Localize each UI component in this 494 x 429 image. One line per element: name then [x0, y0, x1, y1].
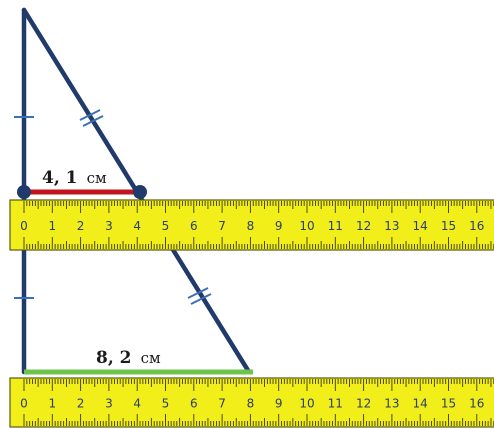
ruler-tick-label: 11	[328, 219, 343, 233]
segment-end-point	[133, 185, 147, 199]
short-measurement-unit: см	[87, 169, 107, 187]
equal-mark-slanted-lower	[187, 287, 212, 305]
ruler-body	[9, 377, 494, 428]
ruler-tick-label: 5	[162, 397, 170, 411]
ruler-tick-label: 12	[356, 219, 371, 233]
ruler-tick-label: 15	[441, 219, 456, 233]
ruler-tick-label: 1	[48, 219, 56, 233]
ruler-tick-label: 11	[328, 397, 343, 411]
ruler-tick-label: 7	[218, 219, 226, 233]
bottom-ruler: 0 1 2 3 4 5 6 7 8 9 10 11 12 13 14 15 16	[9, 377, 494, 428]
ruler-tick-label: 2	[77, 397, 85, 411]
long-measurement-label: 8, 2 см	[96, 348, 161, 368]
ruler-tick-label: 14	[413, 397, 428, 411]
short-measurement-label: 4, 1 см	[42, 168, 107, 188]
ruler-tick-label: 3	[105, 397, 113, 411]
ruler-tick-label: 12	[356, 397, 371, 411]
ruler-tick-label: 6	[190, 397, 198, 411]
ruler-tick-label: 16	[469, 397, 484, 411]
segment-start-point	[17, 185, 31, 199]
ruler-tick-label: 1	[48, 397, 56, 411]
long-measurement-value: 8, 2	[96, 348, 132, 368]
ruler-tick-label: 5	[162, 219, 170, 233]
top-ruler: 0 1 2 3 4 5 6 7 8 9 10 11 12 13 14 15 16	[9, 199, 494, 251]
ruler-tick-label: 15	[441, 397, 456, 411]
ruler-tick-label: 9	[275, 397, 283, 411]
ruler-tick-label: 9	[275, 219, 283, 233]
ruler-tick-label: 10	[299, 397, 314, 411]
long-measurement-unit: см	[141, 349, 161, 367]
short-measurement-value: 4, 1	[42, 168, 78, 188]
ruler-tick-label: 13	[384, 219, 399, 233]
equal-mark-slanted-upper	[79, 109, 104, 127]
ruler-tick-label: 13	[384, 397, 399, 411]
ruler-tick-label: 10	[299, 219, 314, 233]
ruler-tick-label: 7	[218, 397, 226, 411]
ruler-tick-label: 4	[133, 219, 141, 233]
ruler-tick-label: 2	[77, 219, 85, 233]
ruler-tick-label: 8	[247, 219, 255, 233]
ruler-tick-label: 0	[20, 219, 28, 233]
ruler-body	[9, 199, 494, 251]
ruler-tick-label: 14	[413, 219, 428, 233]
ruler-tick-label: 4	[133, 397, 141, 411]
ruler-tick-label: 3	[105, 219, 113, 233]
ruler-tick-label: 8	[247, 397, 255, 411]
ruler-tick-label: 6	[190, 219, 198, 233]
ruler-tick-label: 0	[20, 397, 28, 411]
ruler-tick-label: 16	[469, 219, 484, 233]
